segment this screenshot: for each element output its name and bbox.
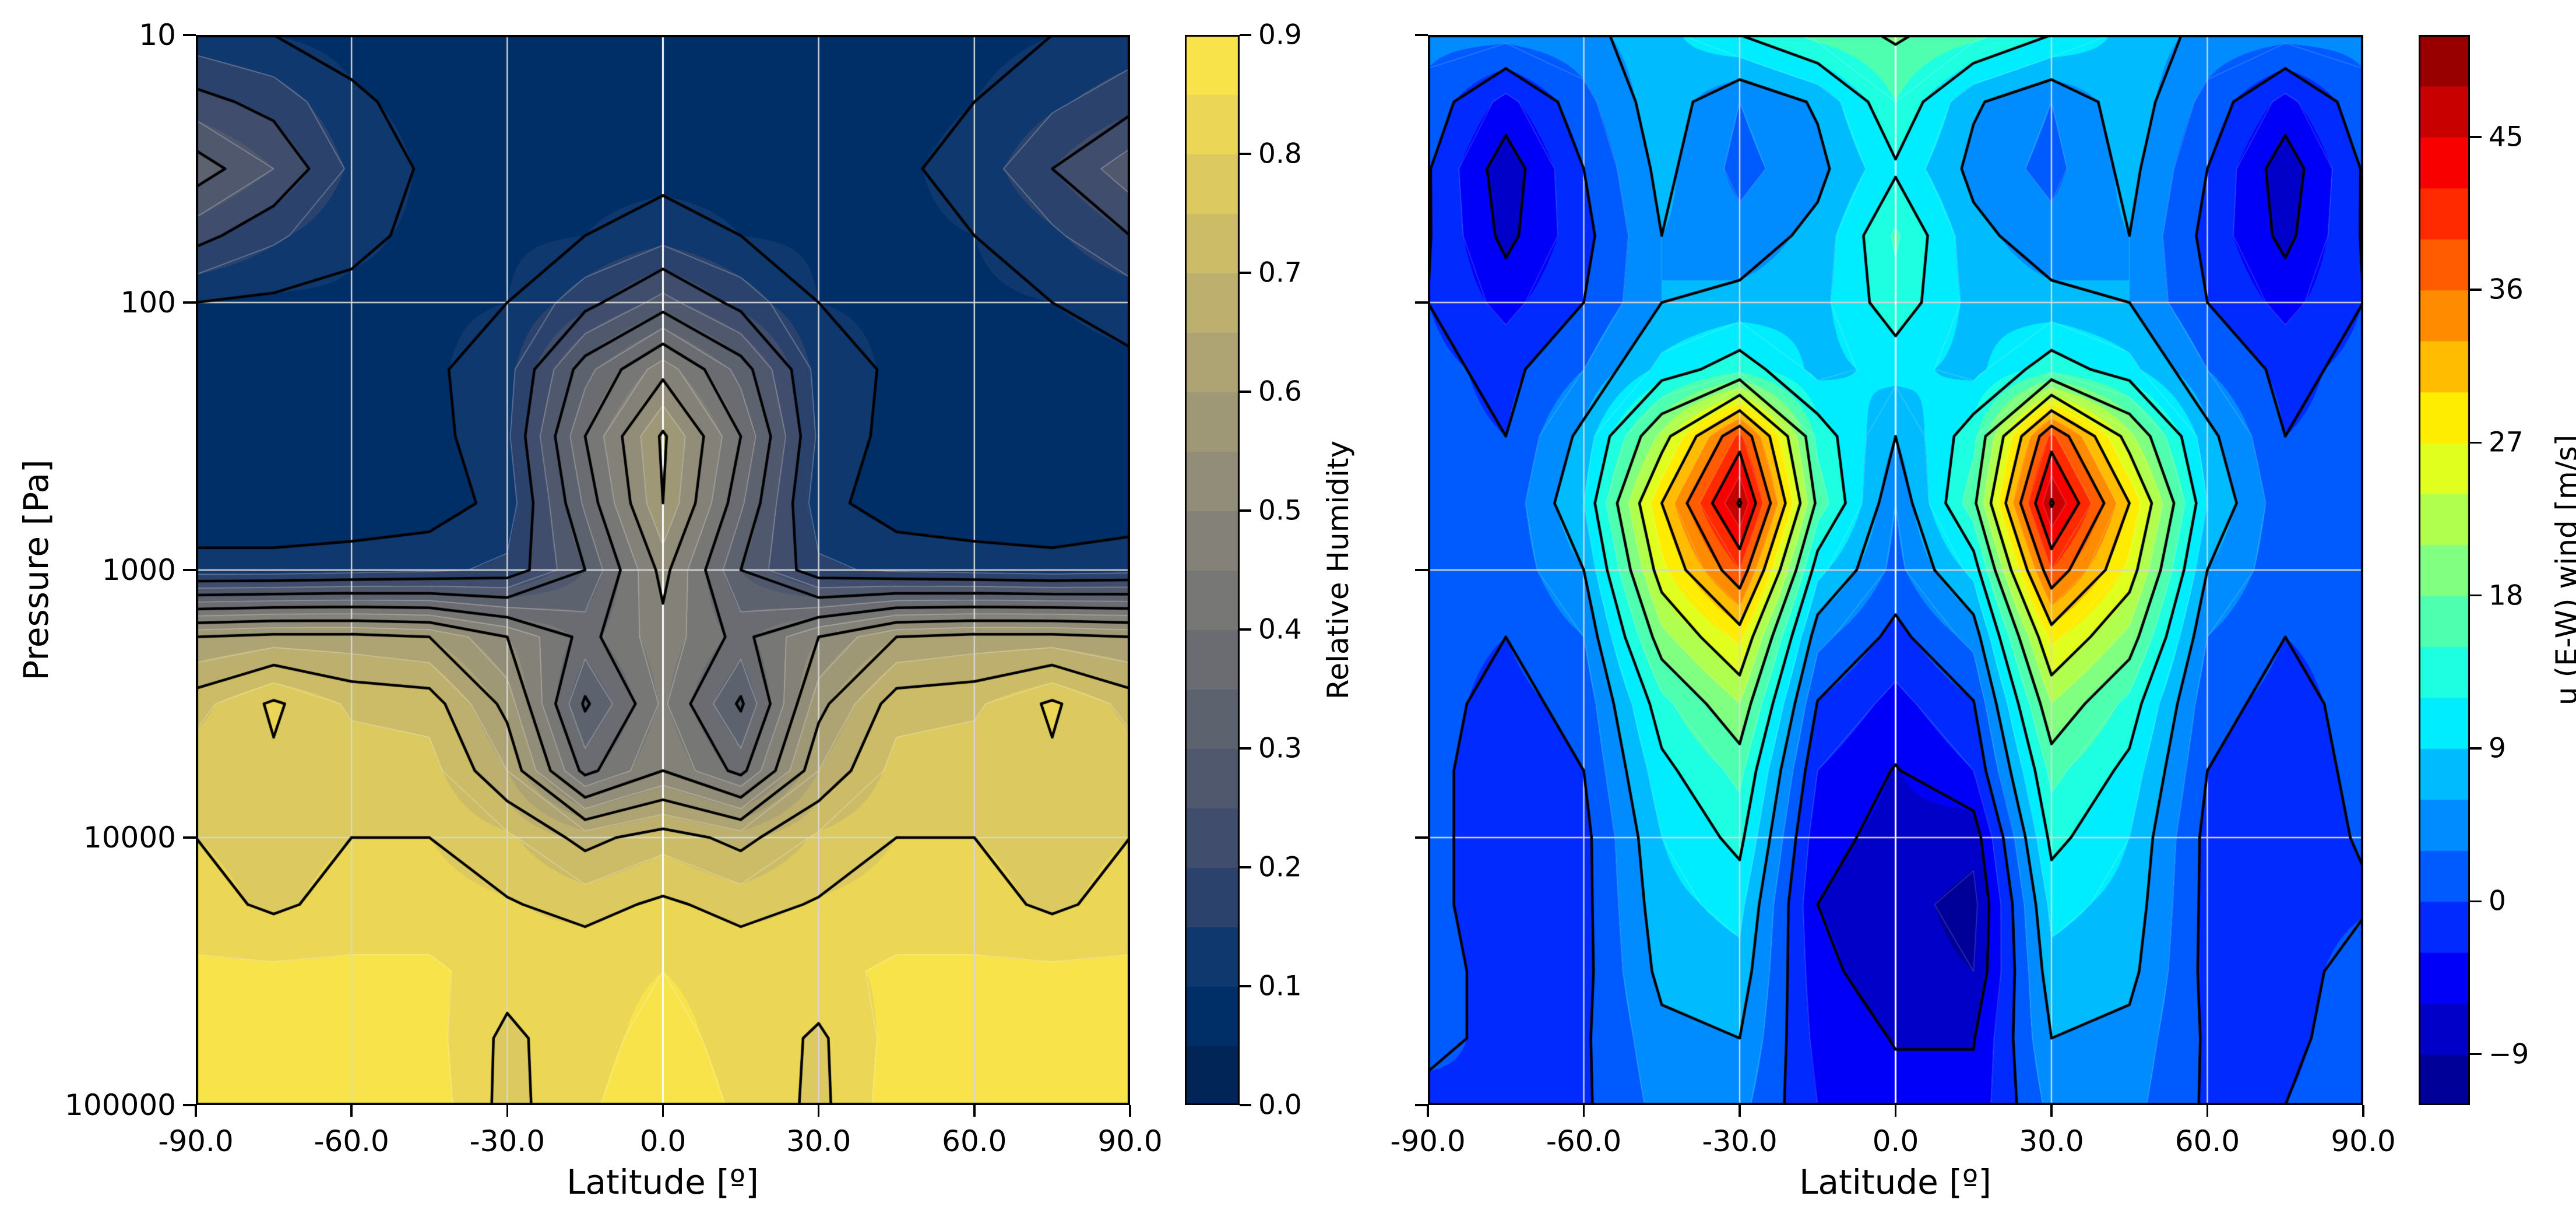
colorbar-tick-label: 18 [2489, 579, 2524, 612]
humidity-colorbar-label: Relative Humidity [1321, 440, 1355, 700]
x-tick-label: 0.0 [1872, 1124, 1919, 1158]
colorbar-tick-label: 0.8 [1258, 138, 1302, 170]
colorbar-tick [1240, 866, 1251, 868]
x-tick [350, 1105, 353, 1117]
y-tick [1415, 34, 1428, 36]
y-tick [1415, 1104, 1428, 1106]
colorbar-tick [1240, 628, 1251, 631]
x-tick [973, 1105, 976, 1117]
x-tick-label: 90.0 [1097, 1124, 1163, 1158]
x-tick [1894, 1105, 1897, 1117]
colorbar-tick-label: 45 [2489, 121, 2524, 153]
y-tick-label: 10000 [83, 821, 176, 854]
colorbar-tick-label: −9 [2489, 1038, 2529, 1071]
colorbar-tick [1240, 1104, 1251, 1106]
y-tick [183, 34, 196, 36]
colorbar-tick [2470, 289, 2482, 291]
colorbar-tick [2470, 136, 2482, 138]
colorbar-tick [2470, 594, 2482, 597]
x-tick-label: -90.0 [1390, 1124, 1466, 1158]
x-tick-label: -60.0 [314, 1124, 389, 1158]
y-tick [1415, 301, 1428, 304]
x-axis-label-right: Latitude [º] [1799, 1162, 1991, 1202]
x-tick [2206, 1105, 2209, 1117]
x-tick-label: -30.0 [469, 1124, 546, 1158]
x-tick-label: 30.0 [786, 1124, 851, 1158]
x-tick [195, 1105, 197, 1117]
y-tick-label: 100000 [65, 1088, 176, 1122]
x-tick-label: 60.0 [2174, 1124, 2240, 1158]
x-tick [817, 1105, 820, 1117]
x-tick-label: -90.0 [158, 1124, 234, 1158]
x-tick-label: -30.0 [1702, 1124, 1778, 1158]
x-tick-label: 90.0 [2331, 1124, 2396, 1158]
colorbar-tick [1240, 34, 1251, 36]
humidity-contour-plot [196, 35, 1130, 1105]
colorbar-tick-label: 0.3 [1258, 732, 1302, 765]
x-tick [1739, 1105, 1741, 1117]
x-tick [661, 1105, 664, 1117]
colorbar-tick [1240, 509, 1251, 512]
y-tick [183, 1104, 196, 1106]
wind-colorbar [2419, 35, 2470, 1105]
y-tick-label: 100 [120, 286, 176, 319]
y-tick-label: 10 [139, 18, 176, 52]
x-tick-label: 60.0 [942, 1124, 1007, 1158]
x-tick [506, 1105, 509, 1117]
x-tick-label: 30.0 [2019, 1124, 2084, 1158]
y-tick [183, 301, 196, 304]
colorbar-tick [2470, 900, 2482, 903]
x-tick [2050, 1105, 2053, 1117]
colorbar-tick-label: 0.9 [1258, 19, 1302, 51]
colorbar-tick-label: 36 [2489, 273, 2524, 306]
humidity-colorbar [1185, 35, 1240, 1105]
x-tick-label: 0.0 [639, 1124, 687, 1158]
colorbar-tick-label: 0.1 [1258, 970, 1302, 1003]
colorbar-tick-label: 0.7 [1258, 256, 1302, 289]
colorbar-tick [2470, 1053, 2482, 1056]
colorbar-tick [1240, 391, 1251, 393]
wind-contour-plot [1428, 35, 2363, 1105]
colorbar-tick [1240, 985, 1251, 987]
colorbar-tick [1240, 153, 1251, 155]
colorbar-tick-label: 0.4 [1258, 613, 1302, 646]
colorbar-tick [1240, 272, 1251, 274]
x-tick [1582, 1105, 1585, 1117]
x-axis-label-left: Latitude [º] [566, 1162, 759, 1202]
colorbar-tick-label: 0 [2489, 885, 2506, 917]
y-tick [183, 836, 196, 839]
colorbar-tick [2470, 441, 2482, 444]
x-tick [2362, 1105, 2364, 1117]
wind-colorbar-label: u (E-W) wind [m/s] [2550, 434, 2576, 705]
y-tick [183, 569, 196, 571]
colorbar-tick-label: 0.0 [1258, 1089, 1302, 1121]
colorbar-tick-label: 27 [2489, 426, 2524, 459]
x-tick-label: -60.0 [1546, 1124, 1622, 1158]
colorbar-tick-label: 9 [2489, 732, 2506, 765]
colorbar-tick [2470, 747, 2482, 750]
x-tick [1129, 1105, 1131, 1117]
y-tick [1415, 836, 1428, 839]
x-tick [1427, 1105, 1429, 1117]
colorbar-tick-label: 0.2 [1258, 851, 1302, 884]
y-axis-label: Pressure [Pa] [16, 459, 56, 681]
colorbar-tick-label: 0.6 [1258, 375, 1302, 408]
y-tick [1415, 569, 1428, 571]
colorbar-tick-label: 0.5 [1258, 494, 1302, 527]
colorbar-tick [1240, 747, 1251, 750]
y-tick-label: 1000 [101, 553, 176, 587]
